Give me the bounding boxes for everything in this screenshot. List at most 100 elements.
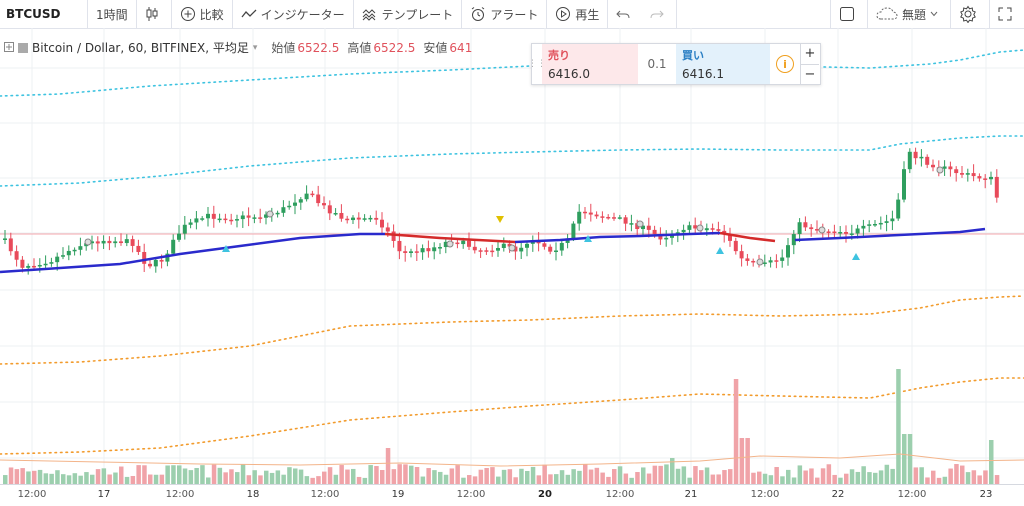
volume-bar <box>165 465 170 484</box>
candle-body <box>890 218 895 222</box>
candle-body <box>281 207 286 213</box>
undo-button[interactable] <box>608 0 642 28</box>
zoom-out-button[interactable]: − <box>804 66 816 82</box>
volume-bar <box>235 472 240 484</box>
volume-bar <box>113 472 118 484</box>
series-title[interactable]: Bitcoin / Dollar, 60, BITFINEX, 平均足 <box>32 41 249 55</box>
zoom-in-button[interactable]: + <box>801 44 819 65</box>
candle-body <box>652 229 657 235</box>
volume-bar <box>252 470 257 484</box>
volume-bar <box>304 476 310 484</box>
candle-body <box>954 169 959 174</box>
candle-body <box>43 263 48 266</box>
volume-bar <box>380 469 385 484</box>
volume-bar <box>948 468 953 484</box>
candle-body <box>438 247 442 249</box>
cross-marker <box>446 240 454 248</box>
time-axis[interactable]: 12:00 17 12:00 18 12:00 19 12:00 20 12:00 21 12:00… <box>0 484 1024 506</box>
info-button[interactable]: i <box>770 44 800 84</box>
undo-icon <box>616 8 630 20</box>
chart-pane[interactable] <box>0 28 1024 484</box>
template-label: テンプレート <box>381 7 454 22</box>
sell-button[interactable]: 売り 6416.0 <box>542 44 638 84</box>
time-tick-label: 12:00 <box>605 489 635 500</box>
candle-body <box>333 212 338 215</box>
high-label: 高値 <box>347 41 372 55</box>
volume-bar <box>194 468 199 484</box>
candle-body <box>606 216 611 219</box>
candle-body <box>913 151 918 159</box>
rectangle-button[interactable] <box>829 0 867 28</box>
chart-type-button[interactable] <box>137 0 172 28</box>
compare-button[interactable]: 比較 <box>172 0 233 28</box>
volume-bar <box>548 474 553 484</box>
candle-body <box>72 249 77 252</box>
fullscreen-button[interactable] <box>989 0 1024 28</box>
symbol-search[interactable]: BTCUSD <box>0 0 88 28</box>
volume-bar <box>890 468 895 484</box>
volume-bar <box>577 470 582 484</box>
candle-body <box>977 176 982 179</box>
template-button[interactable]: テンプレート <box>354 0 463 28</box>
alert-button[interactable]: アラート <box>462 0 548 28</box>
candle-body <box>432 247 437 252</box>
interval-selector[interactable]: 1時間 <box>88 0 137 28</box>
volume-bar <box>936 477 942 484</box>
cross-marker <box>636 220 644 228</box>
alarm-clock-icon <box>470 6 486 22</box>
volume-bar <box>710 474 716 484</box>
ma-segment-up <box>0 232 385 274</box>
volume-bar <box>635 472 640 484</box>
volume-bar <box>61 474 66 484</box>
volume-bar <box>322 471 327 484</box>
ma-segment-down <box>719 231 776 243</box>
volume-bar <box>559 470 565 484</box>
legend-toggle-icon[interactable] <box>4 41 14 55</box>
candlesticks <box>3 147 999 275</box>
layout-save-button[interactable]: 無題 <box>866 0 950 28</box>
volume-bar <box>432 470 437 484</box>
buy-button[interactable]: 買い 6416.1 <box>676 44 770 84</box>
volume-bar <box>960 465 965 484</box>
series-menu-caret-icon[interactable]: ▾ <box>252 42 258 53</box>
candle-body <box>797 222 802 235</box>
volume-bar <box>873 472 878 484</box>
lower-band-inner <box>0 295 1024 365</box>
volume-bar <box>612 469 617 484</box>
volume-bar <box>826 464 832 484</box>
candle-body <box>258 217 263 219</box>
buy-signal-marker <box>584 235 592 242</box>
chart-grid <box>0 28 1024 484</box>
candle-body <box>809 227 814 230</box>
volume-bar <box>275 470 281 484</box>
candle-body <box>513 246 518 252</box>
fullscreen-icon <box>998 7 1012 21</box>
drag-handle-icon[interactable]: ⋮⋮ <box>528 59 546 69</box>
volume-bar <box>838 477 843 484</box>
settings-button[interactable] <box>950 0 989 28</box>
candle-body <box>774 260 779 262</box>
volume-bar <box>37 469 43 484</box>
volume-bar <box>878 470 884 484</box>
candle-body <box>130 239 135 246</box>
volume-bar <box>95 469 101 484</box>
low-label: 安値 <box>423 41 448 55</box>
symbol-color-square <box>18 42 28 53</box>
volume-bar <box>211 464 217 484</box>
volume-bar <box>449 468 455 484</box>
replay-button[interactable]: 再生 <box>547 0 609 28</box>
indicators-button[interactable]: インジケーター <box>233 0 354 28</box>
candle-body <box>931 164 935 168</box>
candle-body <box>896 199 901 219</box>
time-tick-label: 19 <box>391 489 405 500</box>
volume-bar <box>443 474 449 484</box>
candle-body <box>728 233 732 241</box>
redo-button[interactable] <box>642 0 678 28</box>
time-tick-label: 20 <box>538 489 552 500</box>
layout-name: 無題 <box>901 7 926 22</box>
volume-bar <box>699 470 704 484</box>
candle-body <box>641 225 645 230</box>
candle-body <box>153 259 158 267</box>
price-chart[interactable] <box>0 28 1024 484</box>
candle-body <box>849 233 854 235</box>
